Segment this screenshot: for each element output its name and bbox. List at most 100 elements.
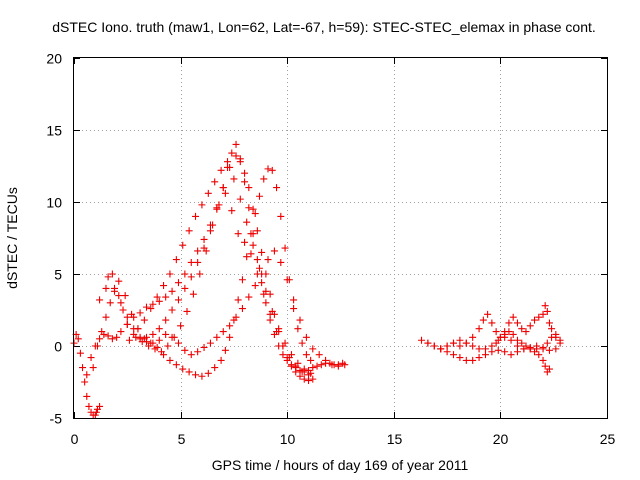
data-point: [255, 264, 263, 272]
data-point: [501, 348, 509, 356]
data-point: [228, 149, 236, 157]
data-point: [132, 333, 140, 341]
data-point: [221, 189, 229, 197]
data-point: [117, 328, 125, 336]
data-point: [300, 375, 308, 383]
data-point: [162, 293, 170, 301]
data-point: [290, 305, 298, 313]
data-point: [202, 247, 210, 255]
data-point: [253, 270, 261, 278]
data-point: [200, 235, 208, 243]
data-point: [155, 336, 163, 344]
data-point: [138, 338, 146, 346]
data-point: [194, 258, 202, 266]
data-point: [149, 300, 157, 308]
data-point: [443, 342, 451, 350]
x-tick-label: 10: [280, 431, 296, 447]
data-point: [484, 310, 492, 318]
data-point: [449, 339, 457, 347]
data-point: [234, 296, 242, 304]
x-tick-labels: 0 5 10 15 20 25: [71, 431, 616, 447]
data-point: [469, 356, 477, 364]
data-point: [541, 302, 549, 310]
data-point: [456, 354, 464, 362]
data-point: [102, 313, 110, 321]
data-point: [183, 307, 191, 315]
data-point: [556, 339, 564, 347]
y-tick-labels: -5 0 5 10 15 20: [46, 51, 62, 427]
data-point: [309, 364, 317, 372]
data-point: [545, 346, 553, 354]
data-point: [134, 325, 142, 333]
data-point: [287, 361, 295, 369]
data-point: [475, 345, 483, 353]
data-point: [294, 359, 302, 367]
data-point: [268, 307, 276, 315]
data-point: [513, 342, 521, 350]
data-point: [117, 299, 125, 307]
data-point: [507, 351, 515, 359]
data-point: [492, 339, 500, 347]
data-point: [238, 276, 246, 284]
data-point: [79, 364, 87, 372]
data-point: [221, 346, 229, 354]
data-point: [228, 207, 236, 215]
data-point: [507, 336, 515, 344]
data-point: [307, 369, 315, 377]
data-point: [196, 270, 204, 278]
data-point: [136, 309, 144, 317]
data-point: [226, 322, 234, 330]
data-point: [469, 342, 477, 350]
data-point: [108, 335, 116, 343]
data-point: [181, 284, 189, 292]
data-point: [185, 227, 193, 235]
data-point: [192, 212, 200, 220]
y-tick-label: 0: [54, 339, 62, 355]
data-point: [509, 313, 517, 321]
data-point: [258, 248, 266, 256]
data-point: [185, 368, 193, 376]
data-point: [181, 270, 189, 278]
data-point: [98, 328, 106, 336]
data-point: [204, 189, 212, 197]
series-11: [492, 302, 564, 347]
x-tick-label: 0: [71, 431, 79, 447]
data-point: [145, 342, 153, 350]
y-tick-label: 15: [46, 123, 62, 139]
data-point: [160, 282, 168, 290]
data-point: [234, 230, 242, 238]
data-point: [230, 175, 238, 183]
data-point: [115, 277, 123, 285]
data-point: [302, 351, 310, 359]
data-point: [155, 325, 163, 333]
data-point: [108, 270, 116, 278]
data-point: [149, 339, 157, 347]
data-point: [217, 166, 225, 174]
data-point: [151, 345, 159, 353]
data-point: [232, 313, 240, 321]
data-point: [236, 155, 244, 163]
series-6: [125, 189, 313, 379]
data-point: [253, 227, 261, 235]
data-point: [535, 351, 543, 359]
x-tick-label: 25: [600, 431, 616, 447]
data-point: [296, 316, 304, 324]
data-points: [70, 140, 564, 419]
data-point: [545, 365, 553, 373]
data-point: [224, 158, 232, 166]
data-point: [262, 287, 270, 295]
data-point: [328, 361, 336, 369]
data-point: [96, 296, 104, 304]
data-point: [89, 364, 97, 372]
data-point: [172, 361, 180, 369]
data-point: [189, 290, 197, 298]
series-5: [104, 247, 349, 370]
data-point: [505, 319, 513, 327]
data-point: [83, 371, 91, 379]
data-point: [115, 292, 123, 300]
data-point: [194, 247, 202, 255]
data-point: [181, 346, 189, 354]
data-point: [322, 356, 330, 364]
data-point: [277, 258, 285, 266]
